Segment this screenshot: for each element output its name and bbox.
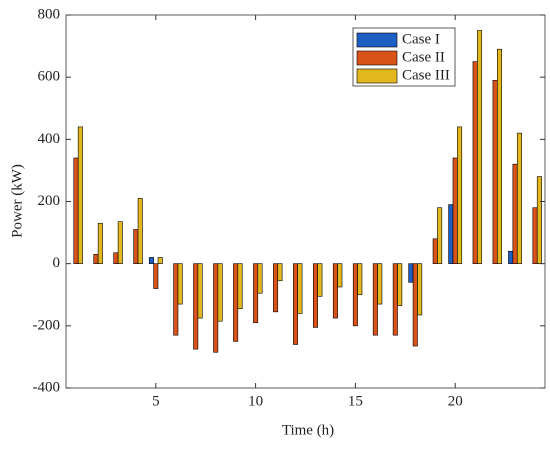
y-tick-label: 600: [38, 69, 61, 85]
bar: [253, 263, 259, 324]
bar: [213, 263, 219, 353]
bar: [273, 263, 279, 313]
bar: [257, 263, 263, 294]
bar: [372, 263, 378, 336]
y-tick-label: 800: [38, 6, 61, 22]
bar: [233, 263, 239, 342]
bar: [73, 157, 79, 264]
legend-label: Case II: [402, 49, 445, 65]
y-tick-label: 200: [38, 193, 61, 209]
y-tick-label: -400: [33, 379, 61, 395]
bar: [516, 132, 522, 264]
bar: [97, 222, 103, 264]
bar: [317, 263, 323, 297]
x-tick-label: 15: [348, 393, 363, 409]
bar: [412, 263, 418, 347]
bar: [193, 263, 199, 350]
bar: [297, 263, 303, 314]
legend-swatch: [356, 32, 398, 48]
bar: [113, 252, 119, 264]
bar: [477, 30, 483, 264]
bar: [117, 221, 123, 264]
bar: [153, 263, 159, 289]
bar: [137, 198, 143, 264]
bar: [177, 263, 183, 305]
bar: [448, 204, 454, 264]
x-tick-label: 10: [248, 393, 263, 409]
bar: [492, 79, 498, 264]
bar: [217, 263, 223, 322]
bar: [148, 257, 154, 264]
legend-swatch: [356, 50, 398, 66]
bar: [437, 207, 443, 264]
bar: [237, 263, 243, 310]
x-tick-label: 20: [448, 393, 463, 409]
x-tick-label: 5: [152, 393, 160, 409]
bar: [496, 48, 502, 264]
bar: [457, 126, 463, 264]
bar: [173, 263, 179, 336]
bar: [277, 263, 283, 282]
bar: [512, 163, 518, 264]
bar: [408, 263, 414, 283]
bar: [536, 176, 542, 264]
bar: [133, 229, 139, 264]
bar: [332, 263, 338, 319]
bar: [472, 61, 478, 264]
x-axis-label: Time (h): [282, 422, 334, 438]
bar: [337, 263, 343, 288]
bar: [377, 263, 383, 305]
bar: [532, 207, 538, 264]
legend-label: Case III: [402, 67, 450, 83]
bar: [392, 263, 398, 336]
y-tick-label: 0: [53, 255, 61, 271]
bar: [452, 157, 458, 264]
bar: [77, 126, 83, 264]
legend-label: Case I: [402, 31, 440, 47]
y-tick-label: -200: [33, 317, 61, 333]
bar: [352, 263, 358, 327]
y-axis-label: Power (kW): [9, 164, 25, 238]
y-tick-label: 400: [38, 131, 61, 147]
bar: [197, 263, 203, 319]
bar: [93, 254, 99, 264]
bar: [293, 263, 299, 345]
bar: [157, 257, 163, 264]
bar: [357, 263, 363, 296]
legend-swatch: [356, 68, 398, 84]
bar: [417, 263, 423, 316]
bar: [432, 238, 438, 264]
bar: [508, 250, 514, 264]
bar: [312, 263, 318, 328]
bar: [397, 263, 403, 306]
